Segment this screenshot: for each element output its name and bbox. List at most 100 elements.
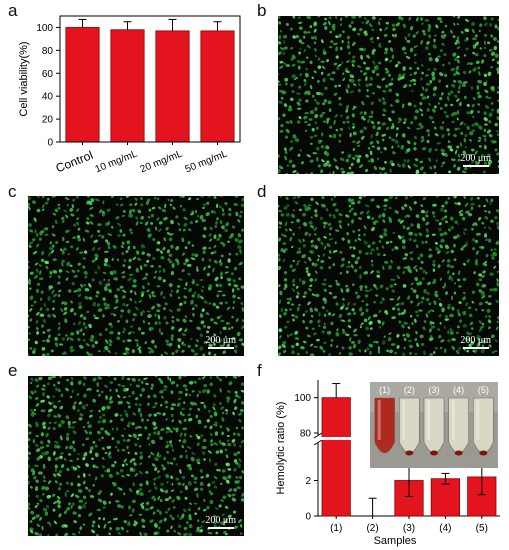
cell xyxy=(94,444,98,448)
cell xyxy=(44,260,50,265)
cell xyxy=(224,409,229,412)
cell xyxy=(334,114,338,118)
cell xyxy=(430,321,435,325)
cell xyxy=(350,79,355,83)
cell xyxy=(146,259,150,263)
cell xyxy=(351,16,357,19)
cell xyxy=(322,325,327,329)
cell xyxy=(228,207,232,212)
cell xyxy=(496,173,499,174)
cell xyxy=(323,162,328,167)
cell xyxy=(453,94,458,98)
cell xyxy=(419,253,424,258)
cell xyxy=(76,235,81,239)
cell xyxy=(94,198,100,202)
cell xyxy=(488,315,491,319)
cell xyxy=(216,294,220,298)
cell xyxy=(187,344,191,348)
cell xyxy=(187,481,192,486)
cell xyxy=(191,307,195,311)
cell xyxy=(389,219,393,224)
cell xyxy=(357,65,362,68)
cell xyxy=(418,309,423,312)
cell xyxy=(219,425,223,429)
cell xyxy=(340,23,343,26)
cell xyxy=(298,51,302,55)
cell xyxy=(207,409,211,413)
cell xyxy=(320,169,324,174)
cell xyxy=(82,339,86,342)
cell xyxy=(66,336,70,341)
cell xyxy=(352,55,356,59)
cell xyxy=(116,336,121,341)
cell xyxy=(196,519,200,523)
cell xyxy=(362,61,367,65)
cell xyxy=(455,71,460,75)
cell xyxy=(105,239,109,243)
cell xyxy=(463,95,467,100)
cell xyxy=(78,513,81,518)
cell xyxy=(103,384,109,388)
cell xyxy=(77,237,81,242)
cell xyxy=(199,529,204,533)
cell xyxy=(363,48,367,52)
cell xyxy=(29,271,34,275)
cell xyxy=(175,477,179,481)
cell xyxy=(170,525,173,530)
cell xyxy=(199,482,204,486)
cell xyxy=(232,294,236,299)
cell xyxy=(291,288,296,293)
cell xyxy=(171,403,177,407)
cell xyxy=(352,246,356,250)
cell xyxy=(278,345,282,350)
cell xyxy=(197,506,201,511)
cell xyxy=(278,204,280,208)
cell xyxy=(490,34,493,38)
cell xyxy=(159,510,162,515)
cell xyxy=(438,334,442,339)
cell xyxy=(202,206,205,210)
cell xyxy=(427,68,431,71)
cell xyxy=(40,432,45,437)
cell xyxy=(126,240,131,245)
cell xyxy=(170,407,174,411)
cell xyxy=(290,344,295,349)
cell xyxy=(410,25,414,31)
cell xyxy=(200,289,204,293)
cell xyxy=(44,450,50,455)
cell xyxy=(425,298,430,302)
cell xyxy=(345,158,350,163)
cell xyxy=(403,309,406,314)
cell xyxy=(450,67,456,72)
cell xyxy=(286,297,291,300)
cell xyxy=(494,216,498,220)
cell xyxy=(414,61,417,64)
cell xyxy=(53,421,58,424)
cell xyxy=(363,271,369,275)
cell xyxy=(376,140,380,145)
cell xyxy=(202,353,206,356)
cell xyxy=(156,241,161,245)
cell xyxy=(73,448,76,452)
cell xyxy=(221,207,225,213)
cell xyxy=(103,286,108,292)
cell xyxy=(335,229,340,232)
cell xyxy=(283,39,286,44)
cell xyxy=(481,344,485,347)
cell xyxy=(93,239,99,244)
cell xyxy=(466,258,470,263)
cell xyxy=(367,160,371,163)
cell xyxy=(337,63,342,67)
cell xyxy=(279,29,282,33)
cell xyxy=(201,445,207,450)
cell xyxy=(46,307,50,312)
cell xyxy=(496,282,499,287)
cell xyxy=(309,319,313,324)
cell xyxy=(48,334,51,339)
cell xyxy=(152,257,156,260)
cell xyxy=(311,127,315,132)
cell xyxy=(370,110,374,115)
cell xyxy=(398,73,402,77)
cell xyxy=(44,233,49,236)
cell xyxy=(403,51,407,55)
